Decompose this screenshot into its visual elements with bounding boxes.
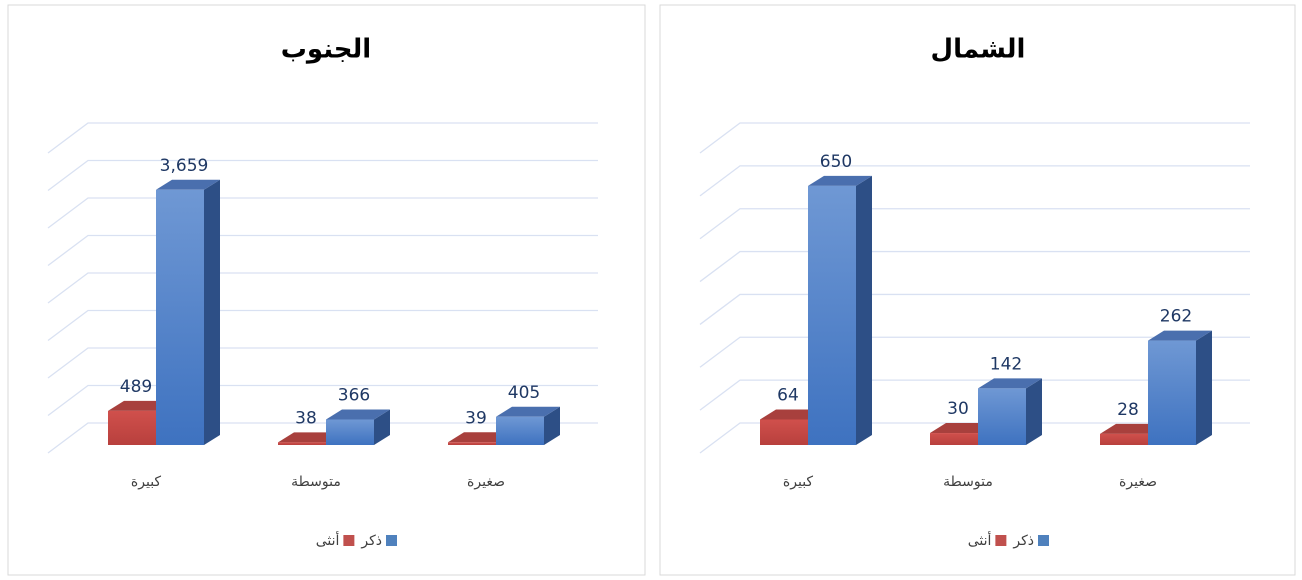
data-label: 650 [820,152,852,172]
bar-side [204,179,220,446]
grid-line [699,336,1250,368]
x-tick-label: صغيرة [1119,474,1157,490]
data-label: 28 [1117,400,1139,420]
legend-label: أنثى [968,531,992,549]
bar [278,442,326,445]
data-label: 30 [947,399,969,419]
legend-swatch [343,535,355,546]
grid-line [699,379,1250,411]
grid-line [47,347,598,379]
grid-line [47,384,598,417]
data-label: 366 [338,385,370,405]
bar-top [808,175,872,186]
grid-line [699,422,1250,454]
x-tick-label: متوسطة [291,474,341,490]
x-tick-label: كبيرة [783,474,814,490]
data-label: 39 [465,408,487,428]
panel-frame [7,4,646,576]
grid-line [47,234,598,267]
grid-line [699,122,1250,154]
bar [1100,433,1148,445]
legend-swatch [1038,535,1049,546]
bar [326,419,374,445]
grid-line [47,159,598,192]
bar-top [156,179,220,190]
legend-label: ذكر [1012,533,1034,549]
data-label: 142 [990,354,1022,374]
bar [496,416,544,445]
data-label: 38 [295,408,317,428]
bar-top [1148,330,1212,341]
bar-top [978,378,1042,389]
bar [978,388,1026,445]
grid-line [699,208,1250,240]
bar-side [1196,330,1212,445]
grid-line [47,122,598,154]
data-label: 489 [120,377,152,397]
data-label: 405 [508,383,540,403]
bar-side [544,406,560,445]
grid-line [47,309,598,342]
legend-swatch [995,535,1007,546]
bar [760,419,808,445]
x-tick-label: صغيرة [467,474,505,490]
legend-label: ذكر [360,533,382,549]
grid-line [47,272,598,304]
x-tick-label: كبيرة [131,474,162,490]
grid-line [47,197,598,229]
grid-line [47,422,598,454]
bar [808,185,856,445]
bar [1148,340,1196,445]
chart-title: الجنوب [281,35,371,65]
data-label: 3,659 [160,156,209,176]
legend-label: أنثى [316,531,340,549]
grid-line [699,293,1250,325]
grid-line [699,250,1250,283]
bar [108,410,156,445]
x-tick-label: متوسطة [943,474,993,490]
legend-swatch [386,535,397,546]
bar [156,189,204,445]
bar-side [856,175,872,445]
grid-line [699,165,1250,197]
bar-side [1026,378,1042,445]
bar-top [326,409,390,420]
data-label: 64 [777,385,799,405]
bar-top [496,406,560,417]
chart-title: الشمال [931,35,1026,65]
bar [930,433,978,445]
bar [448,442,496,445]
data-label: 262 [1160,307,1192,327]
panel-frame [659,4,1296,576]
bar-side [374,409,390,445]
